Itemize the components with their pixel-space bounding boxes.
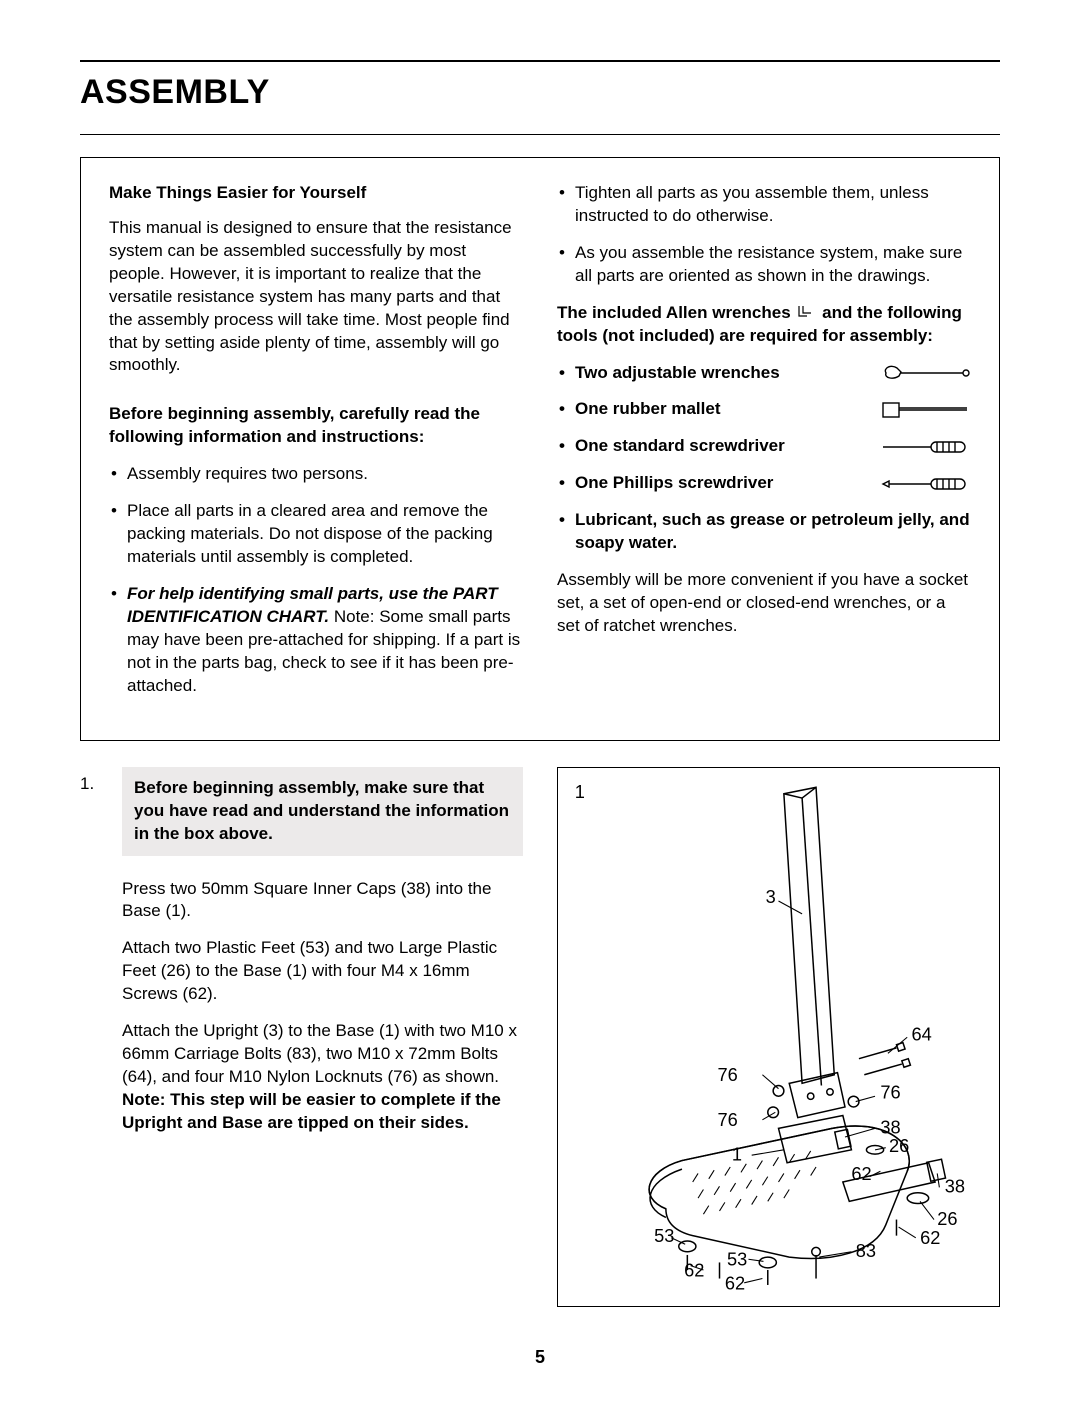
callout-3: 3 xyxy=(766,886,776,907)
diagram-corner-label: 1 xyxy=(575,781,585,802)
page-title: ASSEMBLY xyxy=(80,70,1000,116)
info-left-column: Make Things Easier for Yourself This man… xyxy=(109,182,523,712)
step1-text-col: 1. Before beginning assembly, make sure … xyxy=(80,767,523,1307)
tools-list: Two adjustable wrenches One rubber malle… xyxy=(557,362,971,556)
info-box: Make Things Easier for Yourself This man… xyxy=(80,157,1000,741)
tool-lubricant: Lubricant, such as grease or petroleum j… xyxy=(557,509,971,555)
tools-closing: Assembly will be more convenient if you … xyxy=(557,569,971,638)
info-right-column: Tighten all parts as you assemble them, … xyxy=(557,182,971,712)
info-subhead: Make Things Easier for Yourself xyxy=(109,182,523,205)
callout-53a: 53 xyxy=(654,1225,674,1246)
assembly-diagram: 1 3 64 76 76 76 38 38 1 26 26 62 62 62 6… xyxy=(557,767,1000,1307)
callout-76c: 76 xyxy=(880,1081,900,1102)
callout-76b: 76 xyxy=(717,1109,737,1130)
callout-83: 83 xyxy=(856,1240,876,1261)
bullet-tighten: Tighten all parts as you assemble them, … xyxy=(557,182,971,228)
tool-phillips-screwdriver: One Phillips screwdriver xyxy=(557,472,971,495)
callout-62c: 62 xyxy=(684,1259,704,1280)
step1-highlight: Before beginning assembly, make sure tha… xyxy=(122,767,523,856)
right-bullet-list: Tighten all parts as you assemble them, … xyxy=(557,182,971,288)
callout-38b: 38 xyxy=(945,1175,965,1196)
step1-diagram-col: 1 3 64 76 76 76 38 38 1 26 26 62 62 62 6… xyxy=(557,767,1000,1307)
callout-62a: 62 xyxy=(851,1163,871,1184)
page-number: 5 xyxy=(80,1345,1000,1369)
diagram-svg: 1 3 64 76 76 76 38 38 1 26 26 62 62 62 6… xyxy=(564,774,993,1300)
callout-62d: 62 xyxy=(725,1272,745,1293)
info-intro: This manual is designed to ensure that t… xyxy=(109,217,523,378)
title-underline xyxy=(80,134,1000,135)
step1-row: 1. Before beginning assembly, make sure … xyxy=(80,767,1000,1307)
callout-53b: 53 xyxy=(727,1248,747,1269)
tool-label: One standard screwdriver xyxy=(575,435,785,458)
callout-1: 1 xyxy=(732,1143,742,1164)
tools-intro-a: The included Allen wrenches xyxy=(557,303,795,322)
standard-screwdriver-icon xyxy=(881,436,971,458)
callout-26b: 26 xyxy=(937,1208,957,1229)
top-rule xyxy=(80,60,1000,62)
before-heading: Before beginning assembly, carefully rea… xyxy=(109,403,523,449)
callout-62b: 62 xyxy=(920,1227,940,1248)
tool-label: One Phillips screwdriver xyxy=(575,472,773,495)
step1-p3a: Attach the Upright (3) to the Base (1) w… xyxy=(122,1021,517,1086)
bullet-cleared-area: Place all parts in a cleared area and re… xyxy=(109,500,523,569)
tool-adjustable-wrench: Two adjustable wrenches xyxy=(557,362,971,385)
left-bullet-list: Assembly requires two persons. Place all… xyxy=(109,463,523,697)
step1-p2: Attach two Plastic Feet (53) and two Lar… xyxy=(122,937,523,1006)
adjustable-wrench-icon xyxy=(881,362,971,384)
tool-standard-screwdriver: One standard screwdriver xyxy=(557,435,971,458)
step1-p3b: Note: This step will be easier to comple… xyxy=(122,1090,501,1132)
bullet-two-persons: Assembly requires two persons. xyxy=(109,463,523,486)
bullet-orient: As you assemble the resistance system, m… xyxy=(557,242,971,288)
callout-64: 64 xyxy=(911,1023,931,1044)
bullet-part-chart: For help identifying small parts, use th… xyxy=(109,583,523,698)
step1-p3: Attach the Upright (3) to the Base (1) w… xyxy=(122,1020,523,1135)
rubber-mallet-icon xyxy=(881,399,971,421)
tools-intro: The included Allen wrenches and the foll… xyxy=(557,302,971,348)
tool-label: One rubber mallet xyxy=(575,398,720,421)
step1-number: 1. xyxy=(80,767,104,796)
allen-wrench-icon xyxy=(795,304,817,322)
tool-label: Two adjustable wrenches xyxy=(575,362,780,385)
tool-rubber-mallet: One rubber mallet xyxy=(557,398,971,421)
step1-p1: Press two 50mm Square Inner Caps (38) in… xyxy=(122,878,523,924)
callout-76a: 76 xyxy=(717,1064,737,1085)
phillips-screwdriver-icon xyxy=(881,473,971,495)
callout-26a: 26 xyxy=(889,1135,909,1156)
